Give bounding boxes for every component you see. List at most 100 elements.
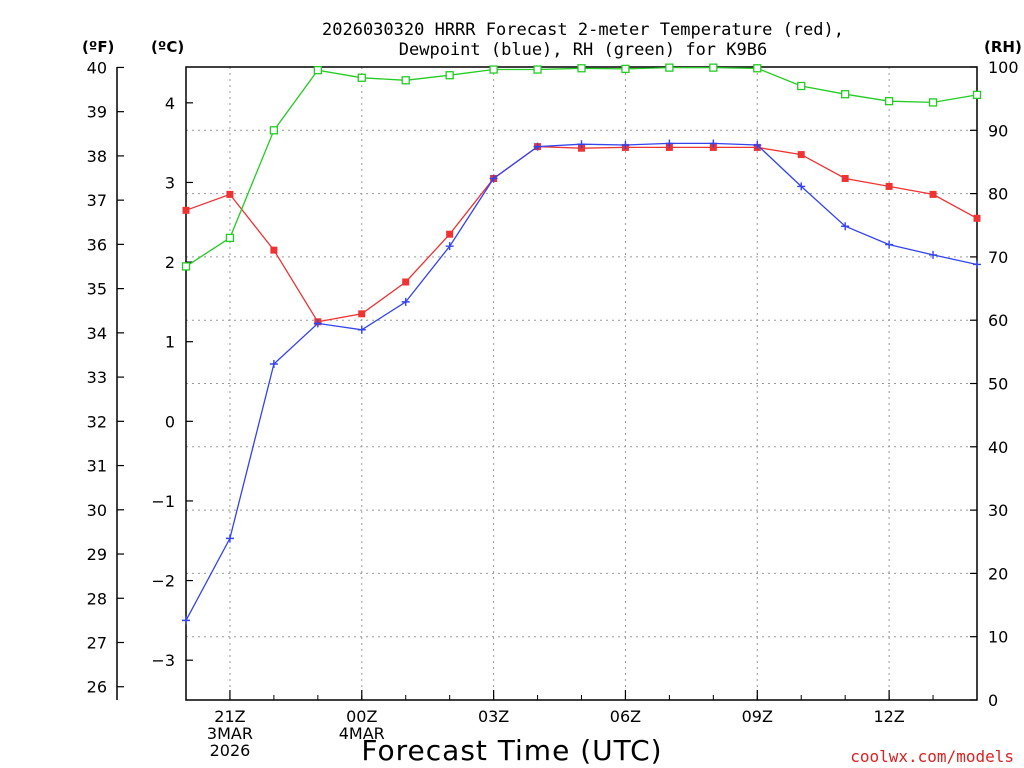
fahrenheit-tick-label: 34 bbox=[87, 324, 107, 343]
dewpoint-point bbox=[929, 250, 938, 259]
dewpoint-point bbox=[269, 359, 278, 368]
rh-point bbox=[533, 65, 542, 74]
time-tick-label: 21Z bbox=[214, 707, 245, 726]
dewpoint-point bbox=[533, 142, 542, 151]
dewpoint-point bbox=[885, 240, 894, 249]
rh-point bbox=[621, 64, 630, 74]
rh-tick-label: 70 bbox=[988, 248, 1008, 267]
time-tick-label: 06Z bbox=[610, 707, 641, 726]
data-series bbox=[181, 63, 982, 625]
temperature-point bbox=[182, 206, 190, 214]
temperature-point bbox=[402, 278, 410, 286]
celsius-tick-label: 2 bbox=[165, 253, 175, 272]
fahrenheit-tick-label: 40 bbox=[87, 58, 107, 77]
dewpoint-point bbox=[401, 297, 410, 306]
time-tick-label: 03Z bbox=[478, 707, 509, 726]
fahrenheit-tick-label: 27 bbox=[87, 633, 107, 652]
celsius-unit-label: (ºC) bbox=[151, 38, 184, 56]
rh-point bbox=[181, 262, 191, 271]
dewpoint-point bbox=[841, 222, 850, 231]
temperature-line bbox=[185, 145, 978, 323]
rh-tick-label: 100 bbox=[988, 58, 1019, 77]
temperature-point bbox=[358, 310, 366, 318]
rh-tick-label: 50 bbox=[988, 375, 1008, 394]
fahrenheit-tick-label: 39 bbox=[87, 103, 107, 122]
time-tick-label: 09Z bbox=[742, 707, 773, 726]
temperature-point bbox=[226, 190, 234, 198]
rh-point bbox=[313, 66, 322, 75]
fahrenheit-tick-label: 31 bbox=[87, 457, 107, 476]
rh-point bbox=[972, 90, 982, 100]
fahrenheit-tick-label: 33 bbox=[87, 368, 107, 387]
celsius-tick-label: −2 bbox=[151, 572, 175, 591]
chart-title-line2: Dewpoint (blue), RH (green) for K9B6 bbox=[399, 40, 767, 60]
dewpoint-point bbox=[577, 140, 586, 149]
rh-point bbox=[269, 126, 279, 135]
celsius-tick-label: 0 bbox=[165, 412, 175, 431]
rh-axis: 0 10 20 30 40 50 60 70 80 90 100 bbox=[970, 58, 1019, 710]
rh-tick-label: 0 bbox=[988, 691, 998, 710]
temperature-point bbox=[885, 182, 893, 190]
fahrenheit-tick-label: 29 bbox=[87, 545, 107, 564]
rh-point bbox=[841, 90, 850, 99]
rh-point bbox=[928, 98, 938, 107]
temperature-point bbox=[973, 214, 981, 222]
rh-point bbox=[884, 97, 894, 106]
celsius-tick-label: 4 bbox=[165, 94, 175, 113]
rh-point bbox=[753, 64, 762, 73]
fahrenheit-tick-label: 38 bbox=[87, 147, 107, 166]
rh-tick-label: 30 bbox=[988, 501, 1008, 520]
x-axis-label: Forecast Time (UTC) bbox=[361, 734, 662, 767]
rh-point bbox=[357, 73, 366, 82]
dewpoint-point bbox=[313, 319, 322, 328]
rh-point bbox=[665, 63, 674, 72]
fahrenheit-tick-label: 36 bbox=[87, 235, 107, 254]
time-tick-label: 00Z bbox=[346, 707, 377, 726]
dewpoint-point bbox=[709, 139, 718, 148]
fahrenheit-tick-label: 32 bbox=[87, 412, 107, 431]
dewpoint-point bbox=[665, 139, 674, 148]
time-tick-label: 2026 bbox=[210, 741, 251, 760]
rh-point bbox=[401, 76, 410, 85]
dewpoint-point bbox=[182, 616, 190, 625]
rh-point bbox=[489, 65, 498, 74]
celsius-tick-label: −1 bbox=[151, 492, 175, 511]
celsius-axis: −3 −2 −1 0 1 2 3 4 bbox=[151, 94, 193, 670]
dewpoint-point bbox=[357, 325, 366, 334]
rh-line bbox=[185, 66, 978, 267]
temperature-point bbox=[797, 151, 805, 159]
fahrenheit-tick-label: 26 bbox=[87, 678, 107, 697]
dewpoint-point bbox=[973, 260, 981, 269]
rh-tick-label: 40 bbox=[988, 438, 1008, 457]
dewpoint-point bbox=[445, 242, 454, 251]
rh-unit-label: (RH) bbox=[984, 38, 1022, 56]
time-tick-label: 3MAR bbox=[207, 724, 253, 743]
fahrenheit-unit-label: (ºF) bbox=[82, 38, 114, 56]
watermark: coolwx.com/models bbox=[850, 747, 1014, 766]
fahrenheit-axis: 26 27 28 29 30 31 32 33 34 35 36 37 38 39 40 bbox=[87, 58, 124, 697]
celsius-tick-label: −3 bbox=[151, 651, 175, 670]
temperature-point bbox=[841, 174, 849, 182]
dewpoint-point bbox=[225, 534, 234, 543]
temperature-point bbox=[270, 246, 278, 254]
rh-tick-label: 90 bbox=[988, 121, 1008, 140]
fahrenheit-tick-label: 37 bbox=[87, 191, 107, 210]
fahrenheit-tick-label: 35 bbox=[87, 280, 107, 299]
time-tick-label: 12Z bbox=[873, 707, 904, 726]
chart-title-line1: 2026030320 HRRR Forecast 2-meter Tempera… bbox=[322, 20, 844, 40]
rh-tick-label: 80 bbox=[988, 185, 1008, 204]
celsius-tick-label: 1 bbox=[165, 333, 175, 352]
rh-point bbox=[709, 63, 718, 72]
dewpoint-point bbox=[797, 182, 806, 191]
rh-point bbox=[797, 81, 806, 91]
rh-point bbox=[225, 233, 235, 243]
rh-tick-label: 20 bbox=[988, 564, 1008, 583]
rh-point bbox=[445, 71, 454, 80]
fahrenheit-tick-label: 28 bbox=[87, 589, 107, 608]
rh-point bbox=[577, 64, 586, 73]
rh-tick-label: 10 bbox=[988, 628, 1008, 647]
dewpoint-point bbox=[621, 141, 630, 150]
time-tick-label: 4MAR bbox=[339, 724, 385, 743]
